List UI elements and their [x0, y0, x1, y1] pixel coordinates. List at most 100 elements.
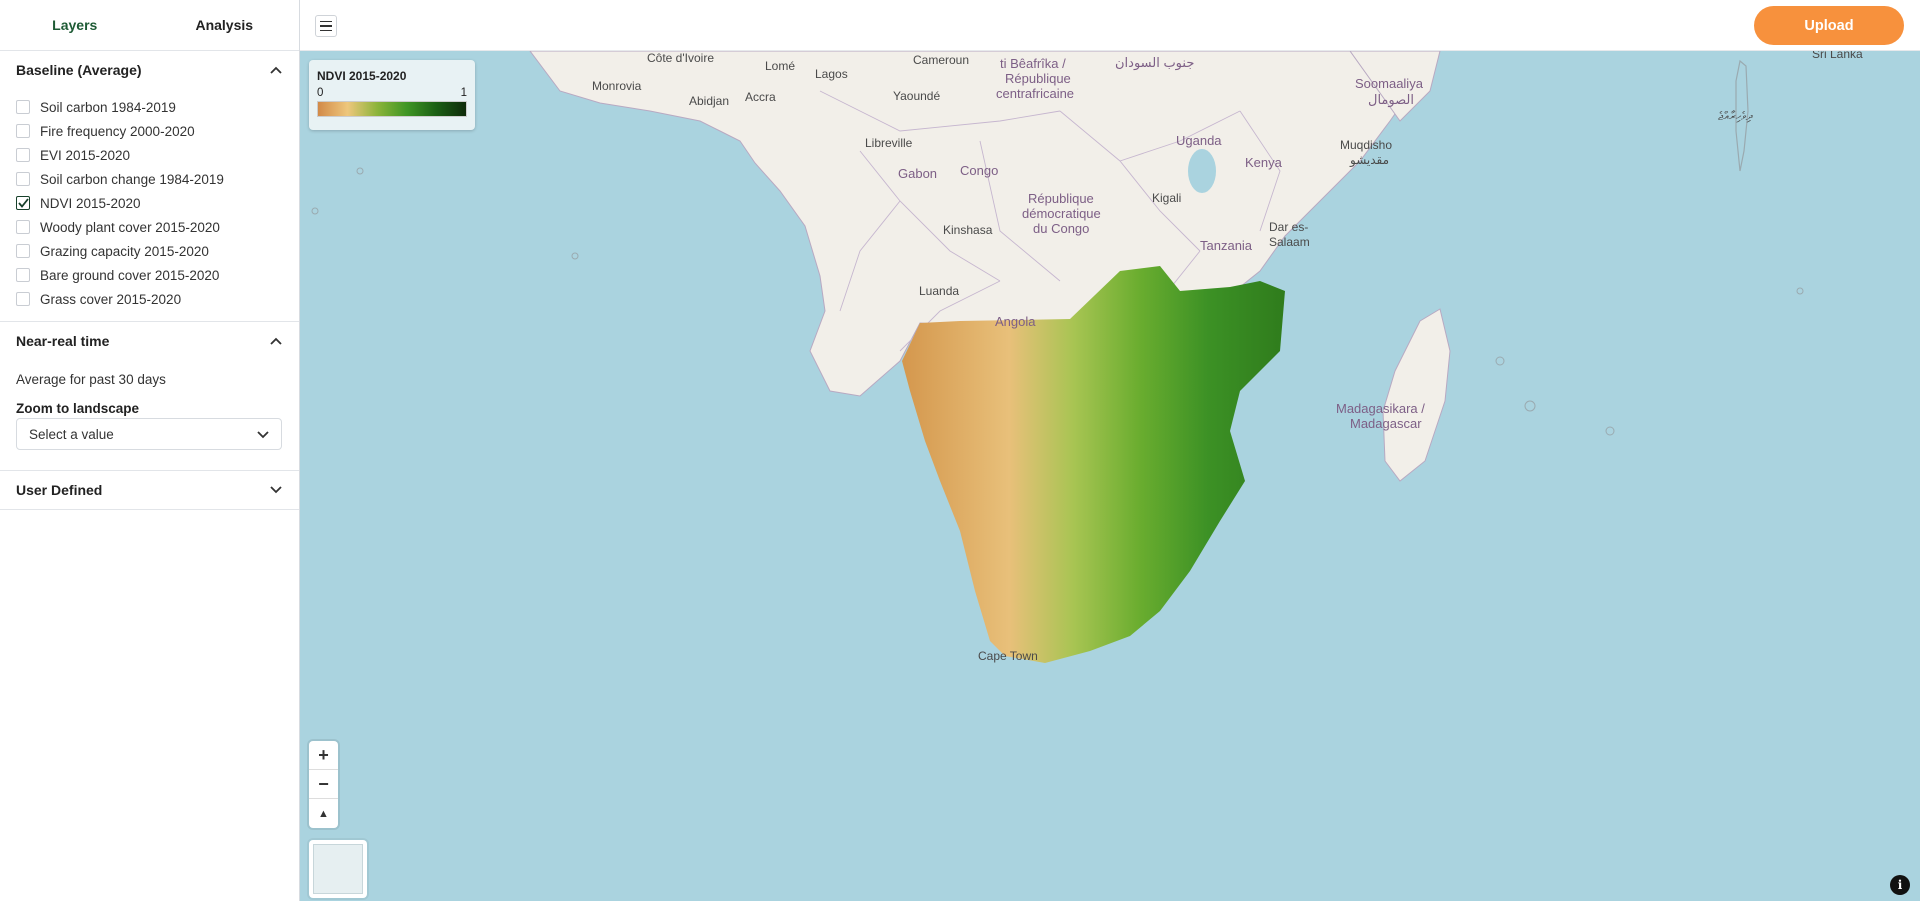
map-label-madagascar-2: Madagascar	[1350, 416, 1422, 431]
user-defined-section: User Defined	[0, 471, 299, 510]
layer-label: Grass cover 2015-2020	[40, 291, 182, 307]
map-label-madagascar-1: Madagasikara /	[1336, 401, 1425, 416]
map-label-libreville: Libreville	[865, 136, 913, 150]
map-label-cameroun: Cameroun	[913, 53, 970, 67]
near-real-time-body: Average for past 30 days Zoom to landsca…	[0, 360, 299, 470]
map-label-uganda: Uganda	[1176, 133, 1222, 148]
minimap[interactable]	[309, 840, 367, 898]
legend-min: 0	[317, 87, 324, 99]
layer-evi[interactable]: EVI 2015-2020	[16, 143, 283, 167]
map-label-cape-town: Cape Town	[978, 649, 1038, 663]
sidebar-tabs: Layers Analysis	[0, 0, 299, 51]
map-label-cote-divoire: Côte d'Ivoire	[647, 51, 714, 65]
maldives	[1735, 59, 1749, 172]
map-label-mogadishu-2: مقديشو	[1350, 153, 1390, 167]
map-label-south-sudan: جنوب السودان	[1115, 55, 1195, 70]
layer-grazing-capacity[interactable]: Grazing capacity 2015-2020	[16, 239, 283, 263]
tab-analysis[interactable]: Analysis	[195, 17, 254, 33]
zoom-controls: + − ▲	[309, 741, 338, 828]
layer-label: Soil carbon 1984-2019	[40, 99, 176, 115]
layer-checkbox[interactable]	[16, 268, 30, 282]
chevron-up-icon	[269, 63, 283, 77]
layer-soil-carbon-change[interactable]: Soil carbon change 1984-2019	[16, 167, 283, 191]
upload-button[interactable]: Upload	[1754, 6, 1904, 45]
layer-grass-cover[interactable]: Grass cover 2015-2020	[16, 287, 283, 311]
legend-color-ramp	[317, 101, 467, 117]
layer-label: Woody plant cover 2015-2020	[40, 219, 220, 235]
layer-fire-frequency[interactable]: Fire frequency 2000-2020	[16, 119, 283, 143]
minimap-view	[313, 844, 363, 894]
baseline-layer-list: Soil carbon 1984-2019 Fire frequency 200…	[0, 89, 299, 321]
map-label-kenya: Kenya	[1245, 155, 1282, 170]
user-defined-section-header[interactable]: User Defined	[0, 471, 299, 509]
map-label-lagos: Lagos	[815, 67, 848, 81]
info-icon[interactable]: i	[1890, 875, 1910, 895]
zoom-to-landscape-label: Zoom to landscape	[16, 401, 140, 416]
africa-land	[529, 51, 1431, 397]
map-label-yaounde: Yaoundé	[893, 89, 941, 103]
layer-checkbox[interactable]	[16, 292, 30, 306]
zoom-out-button[interactable]: −	[309, 770, 338, 799]
tab-layers[interactable]: Layers	[52, 17, 98, 33]
layer-checkbox-checked[interactable]	[16, 196, 30, 210]
map-label-dar-2: Salaam	[1269, 235, 1310, 249]
map-label-somalia-2: الصومال	[1368, 92, 1414, 107]
layer-woody-plant-cover[interactable]: Woody plant cover 2015-2020	[16, 215, 283, 239]
map-label-somalia-1: Soomaaliya	[1355, 76, 1423, 91]
layer-ndvi[interactable]: NDVI 2015-2020	[16, 191, 283, 215]
map-canvas[interactable]: Côte d'Ivoire Cameroun ti Bêafrîka / Rép…	[300, 51, 1920, 901]
map-label-gabon: Gabon	[898, 166, 938, 181]
checkmark-icon	[17, 198, 29, 208]
layer-label: Fire frequency 2000-2020	[40, 123, 195, 139]
madagascar	[1382, 308, 1451, 482]
map-label-mogadishu-1: Muqdisho	[1340, 138, 1393, 152]
near-real-time-description: Average for past 30 days	[16, 372, 166, 387]
layer-checkbox[interactable]	[16, 244, 30, 258]
map-label-tanzania: Tanzania	[1200, 238, 1253, 253]
lake-victoria	[1188, 149, 1216, 193]
top-bar: Upload	[300, 0, 1920, 51]
map-label-centrafrique-3: centrafricaine	[996, 86, 1075, 101]
layer-bare-ground-cover[interactable]: Bare ground cover 2015-2020	[16, 263, 283, 287]
landscape-select-value: Select a value	[29, 426, 114, 442]
layer-checkbox[interactable]	[16, 220, 30, 234]
map-label-drc-1: République	[1028, 191, 1094, 206]
baseline-section: Baseline (Average) Soil carbon 1984-2019…	[0, 51, 299, 322]
map-label-abidjan: Abidjan	[689, 94, 730, 108]
map-label-congo: Congo	[960, 163, 999, 178]
map-label-dar-1: Dar es-	[1269, 220, 1309, 234]
layer-soil-carbon[interactable]: Soil carbon 1984-2019	[16, 95, 283, 119]
map-label-lome: Lomé	[765, 59, 796, 73]
map-label-centrafrique-1: ti Bêafrîka /	[1000, 56, 1066, 71]
basemap	[311, 51, 1804, 663]
zoom-in-button[interactable]: +	[309, 741, 338, 770]
baseline-section-header[interactable]: Baseline (Average)	[0, 51, 299, 89]
sidebar: Layers Analysis Baseline (Average) Soil …	[0, 0, 300, 901]
map-legend: NDVI 2015-2020 0 1	[309, 60, 475, 130]
layer-label: EVI 2015-2020	[40, 147, 131, 163]
layer-checkbox[interactable]	[16, 124, 30, 138]
layer-checkbox[interactable]	[16, 172, 30, 186]
map-label-angola: Angola	[995, 314, 1036, 329]
user-defined-title: User Defined	[16, 482, 103, 498]
landscape-select[interactable]: Select a value	[16, 418, 282, 450]
map-label-monrovia: Monrovia	[592, 79, 642, 93]
hamburger-menu-button[interactable]	[315, 15, 337, 37]
layer-checkbox[interactable]	[16, 100, 30, 114]
map-label-maldives: ދިވެހިރާއްޖެ	[1718, 109, 1753, 123]
map-label-drc-3: du Congo	[1033, 221, 1090, 236]
near-real-time-section: Near-real time Average for past 30 days …	[0, 322, 299, 471]
near-real-time-title: Near-real time	[16, 333, 110, 349]
layer-label: Soil carbon change 1984-2019	[40, 171, 224, 187]
map-label-kigali: Kigali	[1152, 191, 1182, 205]
map-label-luanda: Luanda	[919, 284, 960, 298]
map-label-kinshasa: Kinshasa	[943, 223, 993, 237]
legend-max: 1	[460, 87, 467, 99]
country-borders	[819, 90, 1281, 352]
chevron-down-icon	[257, 427, 269, 442]
near-real-time-section-header[interactable]: Near-real time	[0, 322, 299, 360]
layer-checkbox[interactable]	[16, 148, 30, 162]
chevron-down-icon	[269, 483, 283, 497]
compass-icon[interactable]: ▲	[318, 807, 329, 820]
map-label-accra: Accra	[745, 90, 776, 104]
